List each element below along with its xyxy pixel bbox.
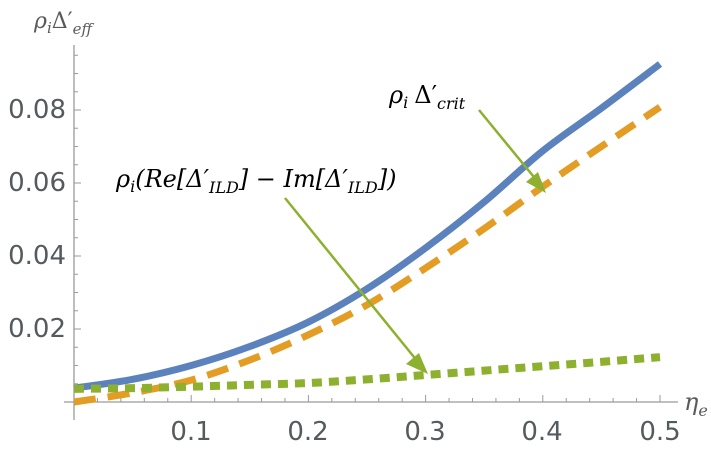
x-tick-label: 0.5 <box>639 417 680 447</box>
annotation-ild: ρi(Re[Δ′ILD] − Im[Δ′ILD]) <box>115 165 428 374</box>
x-tick-label: 0.4 <box>521 417 562 447</box>
series-solid-crit <box>73 61 663 392</box>
x-axis-title: ηe <box>684 388 708 420</box>
y-title-delta-sub: eff <box>73 20 95 38</box>
arrow-head-icon <box>406 353 428 374</box>
y-tick-label: 0.02 <box>8 314 66 344</box>
y-tick-label: 0.06 <box>8 168 66 198</box>
y-tick-label: 0.08 <box>8 95 66 125</box>
annotation-crit: ρi Δ′crit <box>388 81 546 193</box>
annotation-crit-arrow-line <box>478 109 539 183</box>
plot-area <box>73 61 663 406</box>
y-title-rho: ρ <box>33 9 47 34</box>
annotation-ild-label: ρi(Re[Δ′ILD] − Im[Δ′ILD]) <box>115 165 396 197</box>
series-dotted-ild <box>73 353 661 393</box>
annotation-ild-arrow-line <box>284 197 419 363</box>
y-title-sub: i <box>47 19 52 37</box>
x-axis-ticks <box>96 395 661 402</box>
x-tick-labels: 0.1 0.2 0.3 0.4 0.5 <box>170 417 680 447</box>
annotation-crit-label: ρi Δ′crit <box>388 81 466 113</box>
x-tick-label: 0.3 <box>404 417 445 447</box>
x-title-sub: e <box>698 401 707 420</box>
y-axis-ticks <box>74 54 81 403</box>
series-dashed <box>73 104 662 406</box>
y-tick-labels: 0.08 0.06 0.04 0.02 <box>8 95 66 344</box>
arrow-head-icon <box>526 172 546 193</box>
x-title-eta: η <box>684 388 699 416</box>
x-tick-label: 0.2 <box>287 417 328 447</box>
y-tick-label: 0.04 <box>8 241 66 271</box>
axes <box>64 45 678 420</box>
x-tick-label: 0.1 <box>170 417 211 447</box>
y-axis-title: ρiΔ′eff <box>33 9 95 38</box>
y-title-delta: Δ′ <box>52 9 73 34</box>
